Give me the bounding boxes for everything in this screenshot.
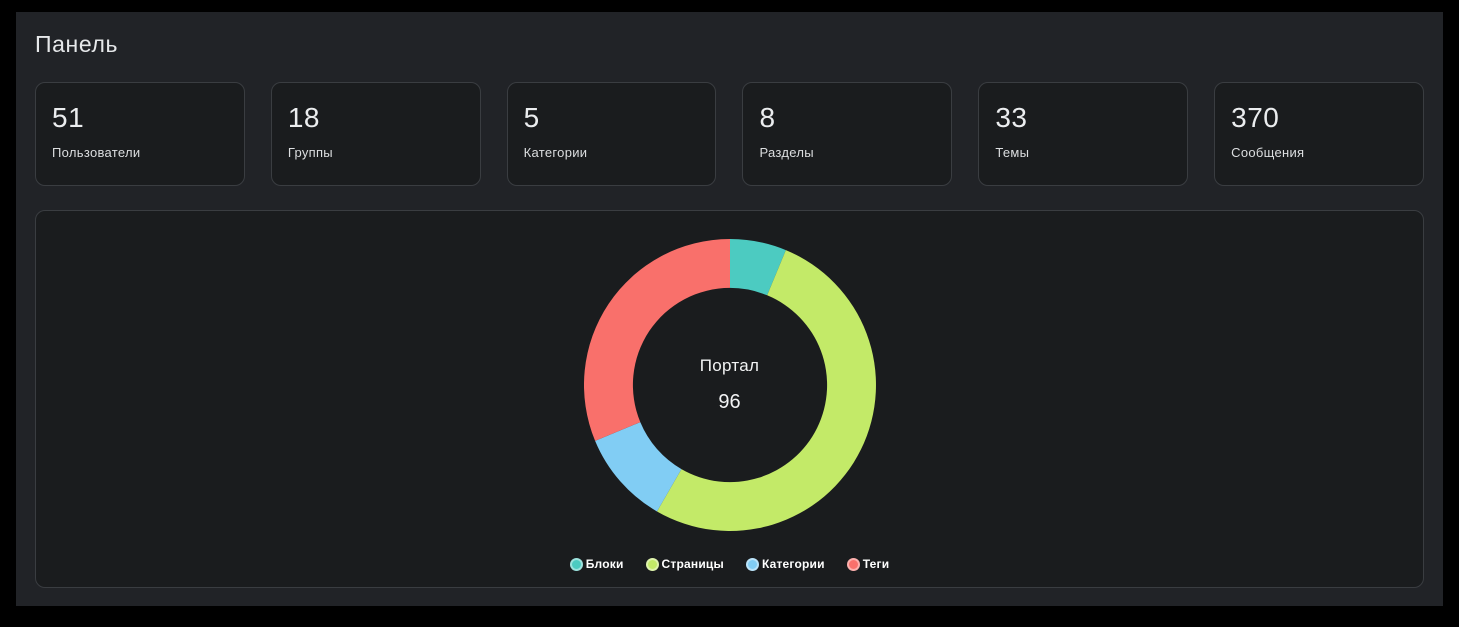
legend-marker-icon [846,557,860,571]
stat-value: 18 [287,102,320,133]
stat-label: Разделы [759,145,814,160]
donut-segment-Теги[interactable] [583,238,730,441]
legend-marker-icon [569,557,583,571]
legend-label: Теги [862,557,890,571]
stats-row: 51 Пользователи 18 Группы 5 Категории 8 … [35,82,1424,186]
stat-label: Сообщения [1231,145,1305,160]
stat-value: 370 [1231,102,1280,133]
dashboard: Панель 51 Пользователи 18 Группы 5 Катег… [16,12,1443,606]
stat-label: Темы [995,145,1030,160]
stat-card-users: 51 Пользователи [35,82,245,186]
donut-segment-Категории[interactable] [594,422,681,512]
legend-item-tags[interactable]: Теги [846,557,890,571]
stat-card-messages: 370 Сообщения [1214,82,1424,186]
donut-segment-Блоки[interactable] [729,239,786,296]
chart-legend: Блоки Страницы Категории Теги [569,557,890,571]
legend-marker-icon [745,557,759,571]
stat-label: Пользователи [52,145,141,160]
stat-value: 8 [759,102,776,133]
stat-value: 51 [52,102,85,133]
stat-card-sections: 8 Разделы [742,82,953,186]
chart-panel: Портал 96 Блоки Страницы Категории Теги [35,210,1424,588]
stat-card-groups: 18 Группы [270,82,481,186]
donut-chart[interactable]: Портал 96 [582,237,878,533]
stat-value: 33 [995,102,1028,133]
stat-label: Категории [523,145,588,160]
stat-card-topics: 33 Темы [978,82,1189,186]
legend-item-categories[interactable]: Категории [745,557,825,571]
legend-marker-icon [645,557,659,571]
legend-label: Блоки [585,557,624,571]
stat-value: 5 [523,102,540,133]
legend-label: Страницы [661,557,724,571]
legend-label: Категории [761,557,825,571]
donut-segment-Страницы[interactable] [656,250,876,531]
stat-card-categories: 5 Категории [506,82,717,186]
donut-chart-svg[interactable] [582,237,878,533]
legend-item-pages[interactable]: Страницы [645,557,724,571]
page-title: Панель [35,31,119,57]
stat-label: Группы [287,145,333,160]
legend-item-blocks[interactable]: Блоки [569,557,624,571]
